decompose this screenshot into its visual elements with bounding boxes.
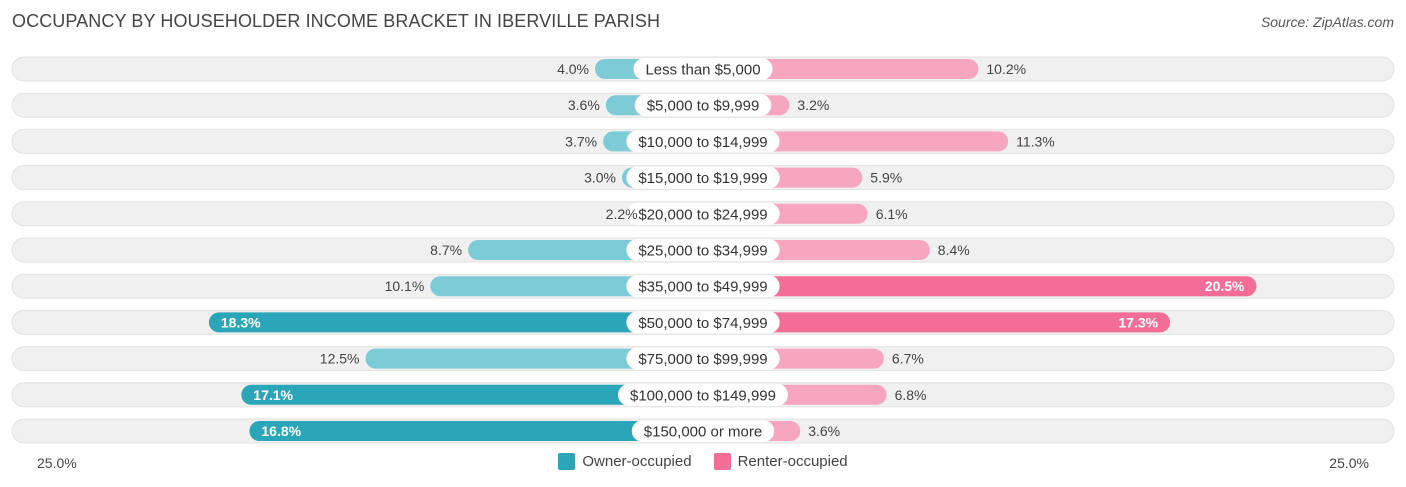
category-label: $75,000 to $99,999 [638,351,767,368]
category-label-pill [626,130,780,153]
value-label-renter: 3.2% [797,97,829,113]
value-label-renter: 6.1% [876,206,908,222]
diverging-bar-chart: Less than $5,000 4.0% 10.2% $5,000 to $9,99… [11,56,1395,444]
category-label: $150,000 or more [644,424,762,441]
value-label-owner: 12.5% [320,351,360,367]
category-label-pill [618,383,788,406]
value-label-owner: 17.1% [253,387,293,403]
legend-item-renter: Renter-occupied [713,453,848,470]
chart-row: $50,000 to $74,999 18.3% 17.3% [11,309,1395,335]
category-label: $50,000 to $74,999 [638,315,767,332]
category-label: $35,000 to $49,999 [638,279,767,296]
category-label-pill [634,94,772,117]
category-label-pill [633,58,773,80]
chart-row: $5,000 to $9,999 3.6% 3.2% [11,92,1395,118]
value-label-renter: 20.5% [1205,278,1245,294]
category-label: $10,000 to $14,999 [638,134,767,151]
value-label-owner: 8.7% [430,242,462,258]
value-label-owner: 3.7% [565,133,597,149]
value-label-renter: 10.2% [986,61,1026,77]
chart-row: $35,000 to $49,999 10.1% 20.5% [11,273,1395,299]
bar-owner-occupied [365,348,703,369]
legend-swatch-owner [558,453,576,470]
bar-owner-occupied [208,312,703,333]
category-label-pill [626,347,780,370]
category-label-pill [626,239,780,261]
chart-title: OCCUPANCY BY HOUSEHOLDER INCOME BRACKET … [12,11,661,31]
category-label: $5,000 to $9,999 [647,98,760,115]
category-label: $100,000 to $149,999 [630,387,776,404]
axis-right-label: 25.0% [1329,455,1369,471]
chart-row: $75,000 to $99,999 12.5% 6.7% [11,346,1395,372]
value-label-owner: 3.6% [568,97,600,113]
bar-owner-occupied [249,421,703,441]
value-label-owner: 2.2% [606,206,638,222]
bar-owner-occupied [241,384,704,405]
value-label-renter: 8.4% [938,242,970,258]
legend-item-owner: Owner-occupied [558,453,692,470]
legend: Owner-occupied Renter-occupied [0,453,1406,470]
category-label: $20,000 to $24,999 [638,206,767,223]
value-label-renter: 3.6% [808,423,840,439]
legend-label-renter: Renter-occupied [737,453,848,470]
value-label-owner: 10.1% [385,278,425,294]
value-label-renter: 6.7% [892,351,924,367]
legend-label-owner: Owner-occupied [582,453,692,470]
category-label-pill [626,166,780,189]
category-label: Less than $5,000 [645,62,760,79]
value-label-owner: 16.8% [261,423,301,439]
bar-renter-occupied [703,312,1171,333]
chart-row: $10,000 to $14,999 3.7% 11.3% [11,128,1395,154]
value-label-renter: 6.8% [895,387,927,403]
category-label: $25,000 to $34,999 [638,243,767,260]
category-label-pill [631,420,775,442]
category-label: $15,000 to $19,999 [638,170,767,187]
value-label-renter: 5.9% [870,170,902,186]
chart-row: $15,000 to $19,999 3.0% 5.9% [11,165,1395,191]
value-label-renter: 11.3% [1016,133,1055,149]
value-label-renter: 17.3% [1118,314,1158,330]
value-label-owner: 18.3% [221,314,261,330]
category-label-pill [626,275,780,298]
value-label-owner: 3.0% [584,170,616,186]
bar-renter-occupied [703,276,1257,297]
bar-renter-occupied [703,59,979,79]
value-label-owner: 4.0% [557,61,589,77]
bar-renter-occupied [703,131,1009,152]
chart-row: $25,000 to $34,999 8.7% 8.4% [11,237,1395,263]
legend-swatch-renter [713,453,731,470]
chart-row: $150,000 or more 16.8% 3.6% [11,418,1395,444]
chart-row: Less than $5,000 4.0% 10.2% [11,56,1395,82]
axis-left-label: 25.0% [37,455,77,471]
category-label-pill [626,202,780,225]
chart-row: $100,000 to $149,999 17.1% 6.8% [11,382,1395,408]
category-label-pill [626,311,780,334]
source-label: Source: ZipAtlas.com [1260,14,1394,30]
